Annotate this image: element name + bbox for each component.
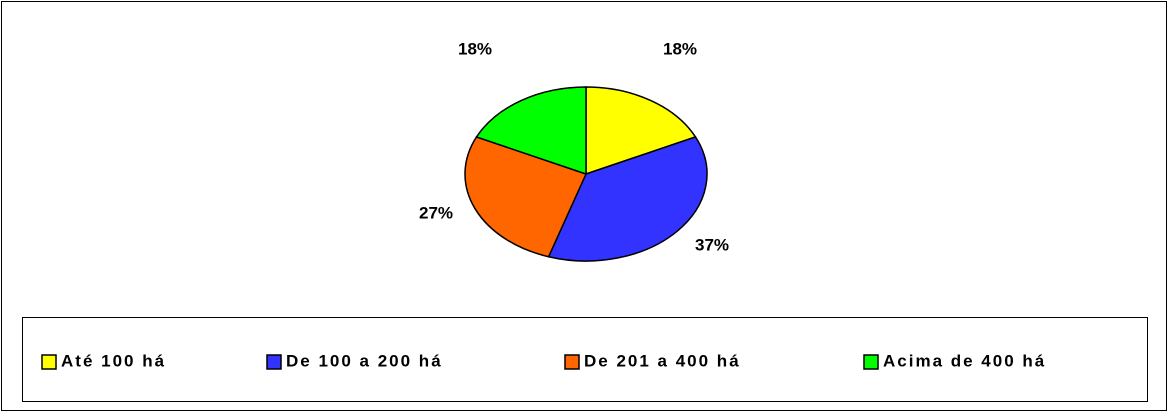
pie-slice	[475, 86, 587, 176]
legend-label: Acima de 400 há	[883, 351, 1046, 370]
legend-label: De 100 a 200 há	[286, 351, 443, 370]
legend-swatch	[564, 354, 580, 370]
data-label: 27%	[419, 203, 453, 222]
legend-swatch	[41, 354, 57, 370]
pie-slice	[585, 86, 697, 176]
legend-label: De 201 a 400 há	[584, 351, 741, 370]
legend-box	[22, 317, 1148, 402]
legend-label: Até 100 há	[61, 351, 166, 370]
data-label: 18%	[458, 39, 492, 58]
data-label: 37%	[695, 235, 729, 254]
pie-slice	[547, 136, 708, 262]
pie-slice	[464, 136, 588, 258]
data-label: 18%	[663, 39, 697, 58]
legend-swatch	[266, 354, 282, 370]
legend-swatch	[863, 354, 879, 370]
